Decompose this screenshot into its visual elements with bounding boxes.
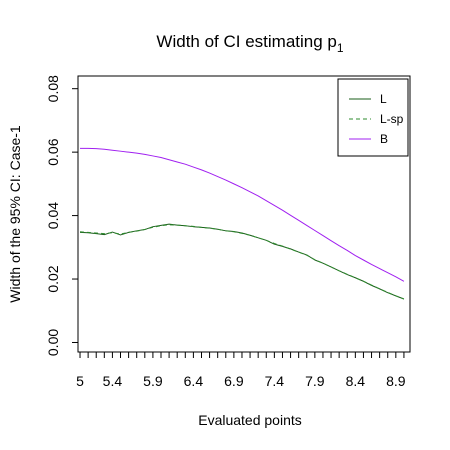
y-tick-label: 0.00 xyxy=(45,329,61,356)
legend-label-b: B xyxy=(380,132,388,146)
y-axis-label: Width of the 95% CI: Case-1 xyxy=(7,125,23,303)
legend-label-l-sp: L-sp xyxy=(380,112,404,126)
x-tick-label: 5 xyxy=(76,373,84,389)
y-tick-label: 0.02 xyxy=(45,265,61,292)
x-axis: 5 5.4 5.9 6.4 6.9 7.4 7.9 8.4 8.9 xyxy=(76,352,406,389)
x-axis-label: Evaluated points xyxy=(198,412,302,428)
y-tick-label: 0.08 xyxy=(45,75,61,102)
series-line-l-sp xyxy=(79,224,405,300)
x-tick-label: 7.9 xyxy=(305,373,325,389)
plot-frame xyxy=(77,75,411,353)
x-tick-label: 8.4 xyxy=(346,373,366,389)
x-tick-label: 7.4 xyxy=(265,373,285,389)
series-layer xyxy=(79,147,405,300)
y-axis: 0.00 0.02 0.04 0.06 0.08 xyxy=(45,75,78,356)
chart-title: Width of CI estimating p1 xyxy=(156,32,343,55)
x-tick-label: 5.9 xyxy=(143,373,163,389)
y-tick-label: 0.04 xyxy=(45,202,61,229)
y-tick-label: 0.06 xyxy=(45,138,61,165)
x-tick-label: 6.4 xyxy=(184,373,204,389)
x-tick-label: 6.9 xyxy=(224,373,244,389)
legend-box xyxy=(337,78,409,157)
legend: L L-sp B xyxy=(337,78,409,157)
x-tick-label: 8.9 xyxy=(386,373,406,389)
x-tick-label: 5.4 xyxy=(103,373,123,389)
legend-label-l: L xyxy=(380,92,387,106)
series-line-b xyxy=(80,147,405,282)
